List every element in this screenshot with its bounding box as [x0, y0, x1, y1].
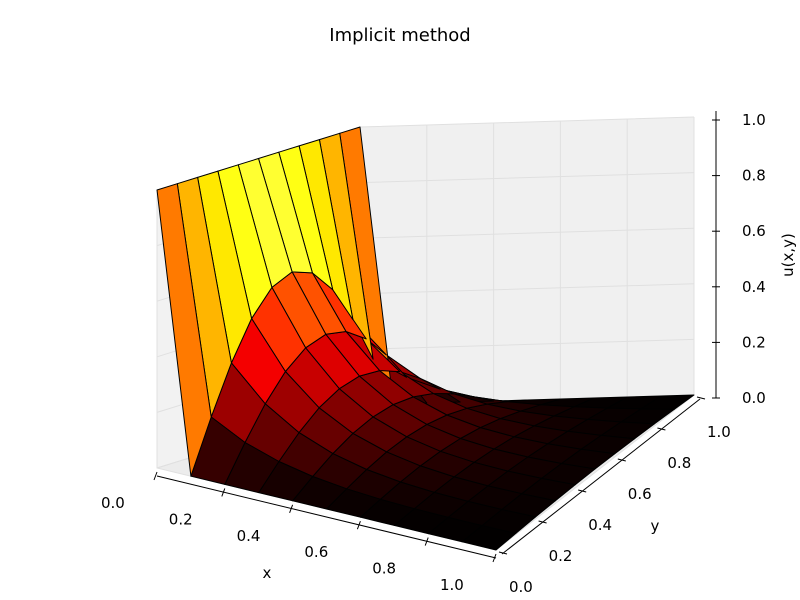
z-tick-label: 0.8	[742, 167, 766, 185]
z-tick-label: 0.0	[742, 389, 766, 407]
x-tick-mark	[153, 471, 158, 481]
x-axis-label: x	[263, 564, 272, 582]
x-tick-label: 0.0	[101, 494, 125, 512]
x-tick-label: 0.6	[304, 543, 328, 561]
z-tick-label: 0.6	[742, 222, 766, 240]
y-tick-label: 0.2	[549, 547, 573, 565]
x-tick-label: 0.8	[372, 560, 396, 578]
x-tick-label: 0.4	[237, 527, 261, 545]
x-tick-mark	[289, 504, 294, 513]
x-axis-line	[156, 475, 497, 559]
y-tick-mark	[657, 427, 666, 431]
y-axis-line	[501, 398, 701, 555]
z-axis-label: u(x,y)	[779, 233, 797, 277]
x-tick-mark	[492, 553, 497, 563]
x-tick-mark	[424, 537, 429, 546]
x-tick-label: 1.0	[440, 576, 464, 594]
pane-back-wall	[360, 117, 694, 405]
x-tick-mark	[356, 521, 361, 530]
chart-title: Implicit method	[329, 25, 470, 46]
y-tick-mark	[538, 520, 547, 524]
surface-cell	[156, 183, 212, 477]
z-tick-label: 0.2	[742, 333, 766, 351]
y-tick-label: 1.0	[707, 423, 731, 441]
y-tick-mark	[617, 458, 626, 462]
z-tick-label: 1.0	[742, 111, 766, 129]
y-tick-mark	[578, 489, 587, 493]
tick-labels: 0.0 0.2 0.4 0.6 0.8 1.0 0.0 0.2 0.4 0.6 0.8 1.0 0.0 0…	[101, 111, 766, 596]
surface-mesh	[156, 126, 695, 551]
y-axis-label: y	[651, 517, 660, 535]
x-tick-label: 0.2	[169, 510, 193, 528]
y-tick-label: 0.4	[588, 516, 612, 534]
x-tick-mark	[221, 488, 226, 497]
y-tick-mark	[696, 396, 706, 400]
z-tick-label: 0.4	[742, 278, 766, 296]
y-tick-mark	[498, 551, 508, 555]
y-tick-label: 0.0	[509, 578, 533, 596]
axes-lines	[156, 111, 717, 559]
y-tick-label: 0.6	[628, 485, 652, 503]
y-tick-label: 0.8	[667, 454, 691, 472]
